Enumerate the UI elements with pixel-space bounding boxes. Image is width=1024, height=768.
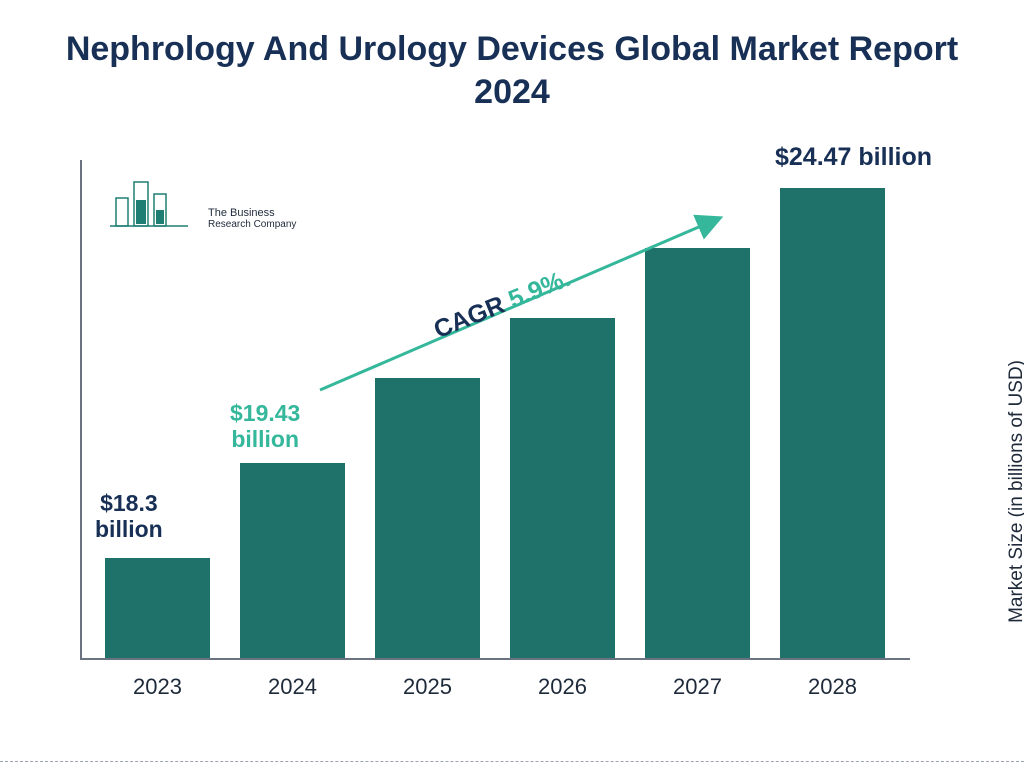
xlabel: 2024 [233, 674, 353, 700]
bar-2023 [98, 558, 218, 658]
bottom-divider [0, 761, 1024, 762]
chart-title: Nephrology And Urology Devices Global Ma… [0, 0, 1024, 113]
bar-2026 [503, 318, 623, 658]
bar [645, 248, 750, 658]
bar [240, 463, 345, 658]
bar-2028 [773, 188, 893, 658]
bar [780, 188, 885, 658]
bar-2027 [638, 248, 758, 658]
value-label-line2: billion [230, 426, 300, 452]
xlabel: 2026 [503, 674, 623, 700]
x-axis-line [80, 658, 910, 660]
value-label-2024: $19.43 billion [230, 400, 300, 453]
y-axis-label: Market Size (in billions of USD) [1006, 360, 1024, 623]
value-label-line1: $24.47 billion [775, 143, 932, 171]
value-label-line2: billion [95, 516, 163, 542]
bar-2025 [368, 378, 488, 658]
value-label-2028: $24.47 billion [775, 143, 932, 172]
value-label-line1: $18.3 [95, 490, 163, 516]
bars-container [80, 160, 910, 658]
xlabel: 2025 [368, 674, 488, 700]
value-label-line1: $19.43 [230, 400, 300, 426]
xlabel: 2028 [773, 674, 893, 700]
bar-2024 [233, 463, 353, 658]
xlabel: 2027 [638, 674, 758, 700]
x-axis-labels: 2023 2024 2025 2026 2027 2028 [80, 674, 910, 700]
bar [375, 378, 480, 658]
bar [510, 318, 615, 658]
value-label-2023: $18.3 billion [95, 490, 163, 543]
bar [105, 558, 210, 658]
bar-chart: 2023 2024 2025 2026 2027 2028 [80, 160, 910, 700]
xlabel: 2023 [98, 674, 218, 700]
